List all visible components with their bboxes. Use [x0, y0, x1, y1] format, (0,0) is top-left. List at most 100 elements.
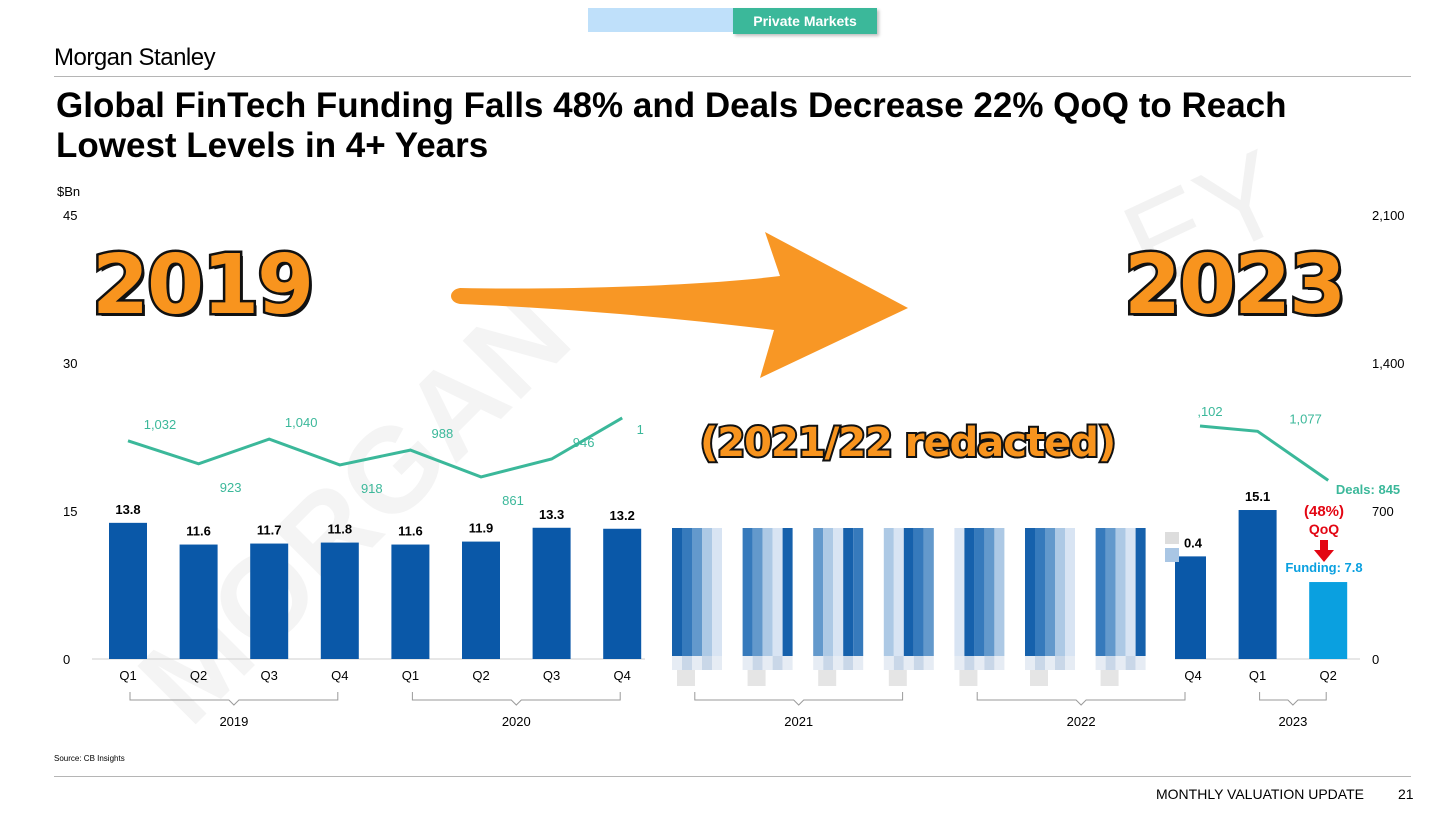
footer-label: MONTHLY VALUATION UPDATE — [1156, 786, 1364, 802]
redaction-pixel — [923, 656, 934, 670]
redaction-pixel — [672, 656, 682, 670]
quarter-label: Q3 — [543, 668, 560, 683]
deals-line-segment — [127, 416, 623, 479]
redaction-pixel — [954, 528, 965, 656]
deals-labels: 1,032 923 1,040 918 988 861 946 1 ,102 1,077 — [144, 404, 1322, 508]
redaction-pixel — [742, 528, 753, 656]
redaction-pixel — [853, 528, 864, 656]
tab-private-markets[interactable]: Private Markets — [733, 8, 877, 34]
year-bracket — [129, 692, 339, 706]
redaction-pixel — [823, 528, 834, 656]
redaction-pixel — [913, 528, 924, 656]
page-number: 21 — [1398, 786, 1414, 802]
redaction-pixel — [903, 656, 914, 670]
redaction-pixel — [984, 528, 995, 656]
redaction-pixel — [1030, 670, 1048, 686]
redaction-pixel — [712, 528, 722, 656]
redaction-pixel — [682, 528, 692, 656]
change-pct-label: (48%) — [1304, 503, 1344, 520]
redaction-pixel — [954, 656, 965, 670]
deals-value-label: 1,040 — [285, 415, 318, 430]
deals-value-label: 1,032 — [144, 417, 177, 432]
redaction-pixel — [883, 528, 894, 656]
redaction-pixel — [1165, 548, 1179, 562]
y2-axis-ticks: 0 700 1,400 2,100 — [1372, 208, 1405, 667]
year-label: 2022 — [1067, 714, 1096, 729]
funding-value-label: 15.1 — [1245, 489, 1270, 504]
funding-value-label: 13.2 — [610, 508, 635, 523]
redaction-pixel — [762, 528, 773, 656]
y2-tick-label: 0 — [1372, 652, 1379, 667]
year-bracket — [694, 692, 904, 706]
funding-bar — [109, 522, 147, 659]
redaction-pixel — [1065, 656, 1075, 670]
y-tick-label: 45 — [63, 208, 77, 223]
redaction-pixel — [959, 670, 978, 686]
funding-bar — [1309, 582, 1348, 659]
y2-tick-label: 700 — [1372, 504, 1394, 519]
redaction-pixel — [823, 656, 834, 670]
funding-bar — [603, 528, 642, 659]
deals-callout: Deals: 845 — [1336, 482, 1400, 497]
redaction-pixel — [692, 528, 702, 656]
redaction-pixel — [833, 656, 844, 670]
redaction-pixel — [1035, 528, 1045, 656]
redaction-pixel — [813, 656, 824, 670]
deals-line — [127, 416, 1330, 482]
deals-value-label: ,102 — [1197, 404, 1222, 419]
y-axis-ticks: 0 15 30 45 — [63, 208, 77, 667]
redaction-pixel — [712, 656, 722, 670]
page-title: Global FinTech Funding Falls 48% and Dea… — [56, 86, 1287, 165]
change-period-label: QoQ — [1309, 521, 1339, 537]
y-tick-label: 30 — [63, 356, 77, 371]
year-brackets: 2019 2020 2021 2022 2023 — [129, 692, 1327, 729]
redaction-pixel — [883, 656, 894, 670]
quarter-label: Q1 — [119, 668, 136, 683]
y-tick-label: 0 — [63, 652, 70, 667]
redaction-pixel — [1115, 528, 1126, 656]
redaction-pixel — [853, 656, 864, 670]
redaction-pixel — [782, 656, 793, 670]
redaction-pixel — [1025, 528, 1035, 656]
redaction-pixel — [702, 528, 712, 656]
redaction-pixel — [682, 656, 692, 670]
down-arrow-icon — [1314, 540, 1334, 562]
redaction-pixel — [1100, 670, 1119, 686]
funding-value-label: 11.6 — [398, 524, 423, 539]
redaction-pixel — [1095, 656, 1106, 670]
y2-tick-label: 2,100 — [1372, 208, 1405, 223]
deals-value-label: 918 — [361, 481, 383, 496]
funding-bar — [1238, 510, 1277, 659]
year-start-label: 2019 — [89, 236, 316, 336]
redaction-pixel — [752, 528, 763, 656]
funding-bar — [532, 527, 571, 659]
footer-divider — [54, 776, 1411, 777]
redaction-pixel — [1045, 528, 1055, 656]
quarter-labels: Q1 Q2 Q3 Q4 Q1 Q2 Q3 Q4 Q4 Q1 Q2 — [119, 668, 1337, 683]
y-axis-unit: $Bn — [57, 184, 81, 199]
redaction-pixel — [1055, 656, 1065, 670]
redaction-pixel — [1035, 656, 1045, 670]
funding-value-label: 11.8 — [328, 522, 353, 537]
quarter-label: Q3 — [261, 668, 278, 683]
funding-bar — [462, 541, 500, 659]
redaction-pixel — [742, 656, 753, 670]
redaction-pixel — [994, 656, 1005, 670]
funding-value-label: 11.6 — [186, 524, 211, 539]
redaction-pixel — [923, 528, 934, 656]
redaction-pixel — [913, 656, 924, 670]
redaction-pixel — [964, 656, 975, 670]
funding-value-label: 11.9 — [469, 521, 494, 536]
deals-value-label: 861 — [502, 493, 524, 508]
redaction-pixel — [974, 528, 985, 656]
quarter-label: Q1 — [402, 668, 419, 683]
redaction-pixel — [843, 528, 854, 656]
redaction-pixel — [893, 528, 904, 656]
redaction-pixel — [833, 528, 844, 656]
deals-value-label: 1,077 — [1289, 411, 1322, 426]
redaction-pixel — [702, 656, 712, 670]
orange-arrow — [451, 232, 908, 378]
redaction-pixel — [762, 656, 773, 670]
redaction-pixel — [692, 656, 702, 670]
